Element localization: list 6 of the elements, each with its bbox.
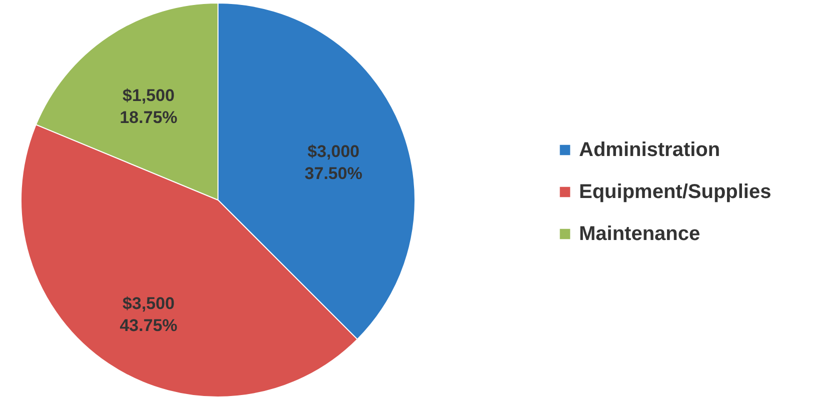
data-label: $3,000 37.50% xyxy=(304,142,362,184)
data-label: $3,500 43.75% xyxy=(120,294,178,335)
legend-label: Equipment/Supplies xyxy=(579,181,772,203)
legend-label: Administration xyxy=(579,139,720,161)
legend-label: Maintenance xyxy=(579,223,700,245)
data-label: $1,500 18.75% xyxy=(120,86,178,128)
